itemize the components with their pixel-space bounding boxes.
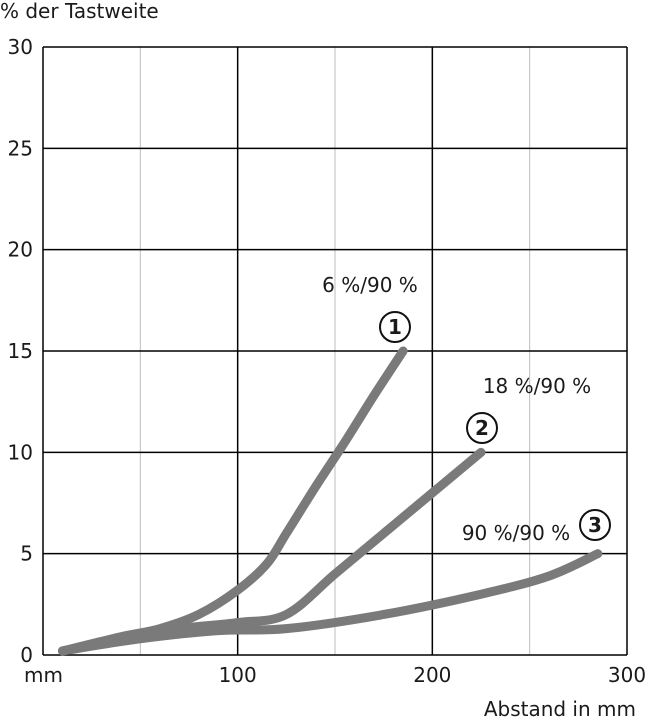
- x-tick-label: 300: [608, 663, 646, 687]
- x-tick-label: 100: [219, 663, 257, 687]
- svg-text:1: 1: [388, 315, 402, 339]
- svg-text:3: 3: [588, 513, 602, 537]
- marker-1: 1: [379, 311, 411, 343]
- svg-text:2: 2: [475, 416, 489, 440]
- x-tick-label: 200: [413, 663, 451, 687]
- x-axis-label: Abstand in mm: [484, 697, 636, 720]
- y-tick-label: 5: [20, 542, 33, 566]
- x-axis-unit-label: mm: [24, 663, 63, 687]
- y-axis-label: % der Tastweite: [0, 0, 159, 23]
- y-tick-label: 15: [8, 339, 33, 363]
- series-line-1: [57, 346, 408, 656]
- y-tick-label: 25: [8, 136, 33, 160]
- curves: [57, 346, 603, 656]
- axes-text: 0 5 10 15 20 25 30 100 200 300: [8, 35, 647, 687]
- grid: [42, 46, 628, 656]
- y-tick-label: 20: [8, 238, 33, 262]
- marker-2: 2: [466, 412, 498, 444]
- curve-label-1: 6 %/90 %: [322, 273, 418, 297]
- y-tick-label: 0: [20, 643, 33, 667]
- series-line-3: [57, 549, 603, 656]
- y-tick-label: 30: [8, 35, 33, 59]
- y-tick-label: 10: [8, 440, 33, 464]
- marker-3: 3: [579, 509, 611, 541]
- curve-label-2: 18 %/90 %: [483, 374, 591, 398]
- curve-label-3: 90 %/90 %: [462, 521, 570, 545]
